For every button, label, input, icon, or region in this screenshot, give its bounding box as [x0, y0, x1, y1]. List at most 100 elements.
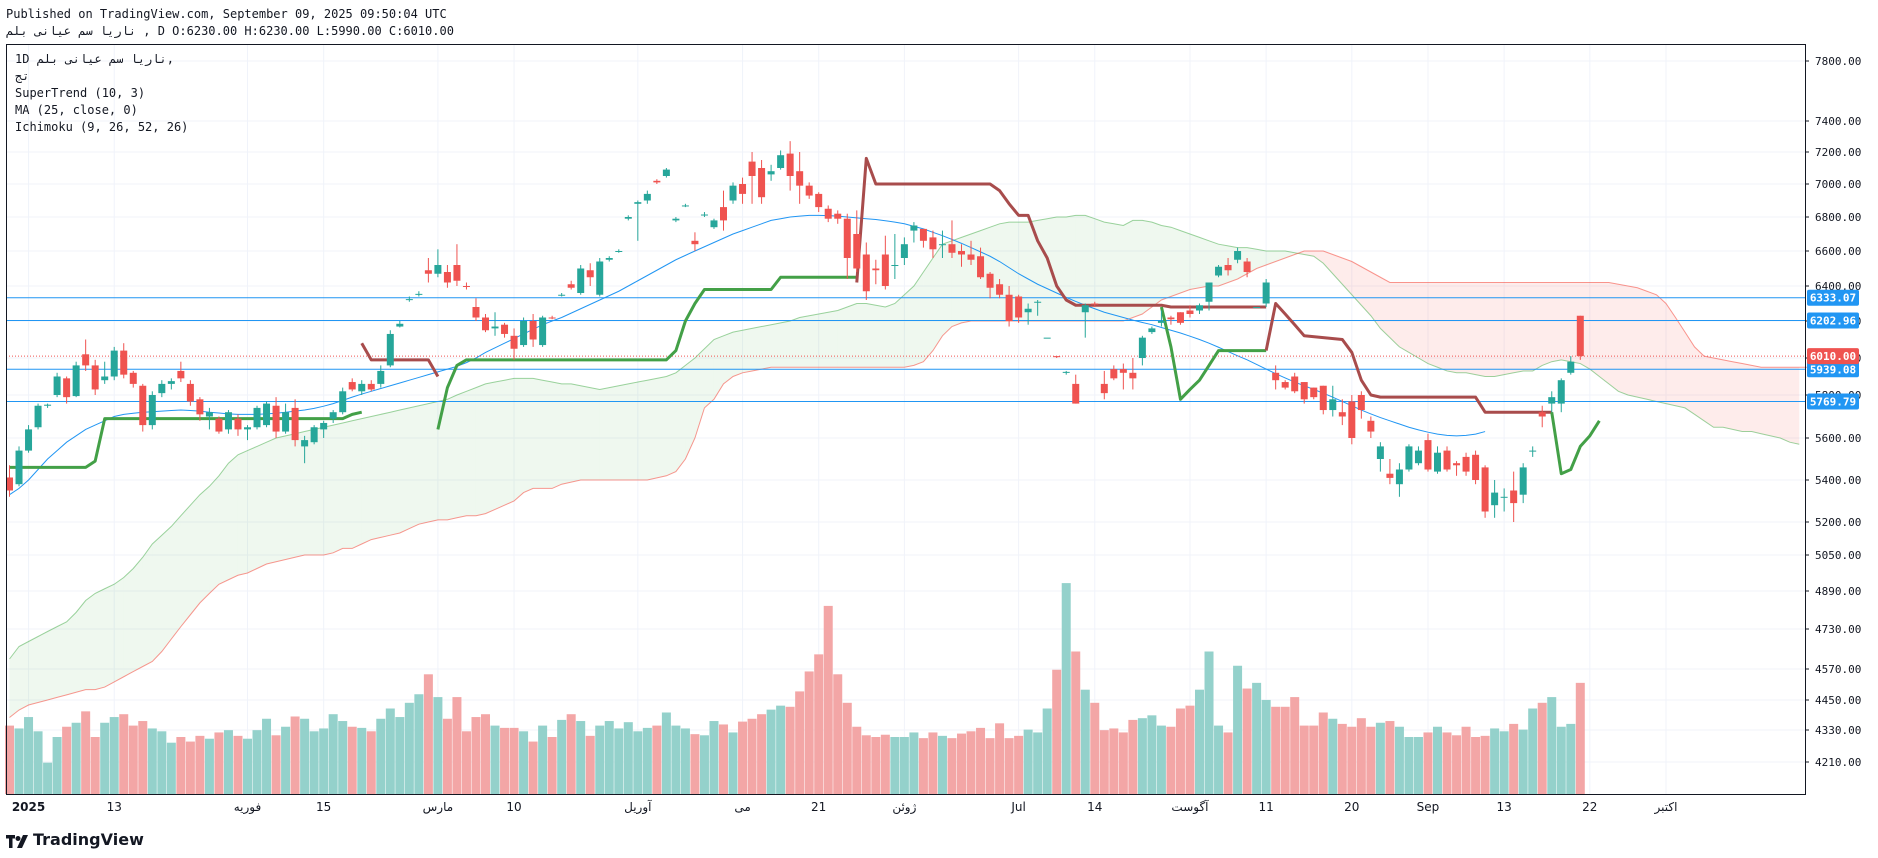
candle[interactable]: [1357, 391, 1365, 419]
candle[interactable]: [634, 200, 642, 241]
candle[interactable]: [1510, 471, 1518, 522]
candle[interactable]: [815, 192, 823, 213]
candle[interactable]: [396, 321, 404, 328]
candle[interactable]: [1434, 446, 1441, 474]
candle[interactable]: [1262, 279, 1270, 307]
candle[interactable]: [910, 222, 918, 243]
candle[interactable]: [1557, 378, 1565, 413]
candle[interactable]: [6, 465, 13, 497]
candle[interactable]: [729, 182, 737, 204]
candle[interactable]: [1062, 370, 1070, 375]
time-axis[interactable]: 2025 13 فوریه 15 مارس 10 آوریل می 21 ژوئن Jul 14 آگو…: [12, 799, 1678, 815]
candle[interactable]: [691, 232, 699, 251]
candle[interactable]: [796, 152, 804, 204]
candle[interactable]: [205, 407, 213, 430]
candle[interactable]: [129, 370, 137, 388]
candle[interactable]: [1129, 358, 1137, 390]
candle[interactable]: [1081, 303, 1089, 338]
candle[interactable]: [558, 293, 566, 297]
candle[interactable]: [424, 258, 432, 283]
candle[interactable]: [567, 280, 575, 290]
candle[interactable]: [1072, 374, 1080, 404]
candle[interactable]: [1548, 391, 1556, 413]
candle[interactable]: [110, 346, 118, 381]
candle[interactable]: [1405, 444, 1413, 472]
candle[interactable]: [1186, 305, 1194, 318]
candle[interactable]: [501, 322, 509, 338]
candle[interactable]: [1015, 294, 1023, 323]
candle[interactable]: [253, 405, 261, 430]
candle[interactable]: [1272, 365, 1280, 390]
candle[interactable]: [1157, 310, 1165, 327]
candle[interactable]: [605, 256, 613, 262]
candle[interactable]: [1100, 370, 1108, 400]
candle[interactable]: [777, 150, 785, 170]
candle[interactable]: [1234, 247, 1242, 264]
candle[interactable]: [1281, 380, 1289, 390]
candle[interactable]: [196, 397, 204, 421]
candle[interactable]: [653, 179, 661, 184]
candle[interactable]: [977, 247, 985, 279]
candle[interactable]: [1196, 303, 1203, 315]
candle[interactable]: [1119, 363, 1127, 390]
candle[interactable]: [967, 240, 975, 265]
candle[interactable]: [596, 258, 604, 297]
candle[interactable]: [577, 265, 585, 295]
candle[interactable]: [1310, 387, 1318, 400]
candle[interactable]: [824, 205, 832, 223]
candle[interactable]: [1567, 356, 1575, 375]
candle[interactable]: [491, 312, 499, 336]
candle[interactable]: [881, 235, 889, 290]
candle[interactable]: [1215, 265, 1223, 278]
legend-ma[interactable]: MA (25, close, 0): [15, 103, 138, 117]
candle[interactable]: [1529, 446, 1537, 457]
candle[interactable]: [529, 314, 537, 347]
candle[interactable]: [415, 291, 423, 297]
candle[interactable]: [948, 220, 956, 258]
legend-symbol[interactable]: 1D ناریا سم عیانی بلم,: [15, 52, 174, 66]
candle[interactable]: [34, 403, 42, 430]
candle[interactable]: [405, 296, 413, 302]
candle[interactable]: [996, 279, 1004, 299]
candle[interactable]: [244, 425, 251, 441]
candle[interactable]: [1253, 307, 1261, 308]
candle[interactable]: [320, 420, 328, 438]
candle[interactable]: [263, 401, 271, 428]
candle[interactable]: [700, 212, 708, 217]
candle[interactable]: [748, 152, 756, 204]
candle[interactable]: [482, 314, 489, 333]
candle[interactable]: [805, 182, 813, 199]
candle[interactable]: [615, 249, 623, 253]
legend-supertrend[interactable]: SuperTrend (10, 3): [15, 86, 146, 100]
candle[interactable]: [434, 249, 442, 278]
candle[interactable]: [234, 414, 242, 436]
candle[interactable]: [1367, 416, 1375, 439]
candle[interactable]: [186, 380, 194, 406]
candle[interactable]: [739, 177, 747, 204]
candle[interactable]: [1053, 356, 1061, 358]
candle[interactable]: [82, 339, 90, 371]
candle[interactable]: [1005, 286, 1013, 327]
candle[interactable]: [367, 380, 375, 392]
candle[interactable]: [44, 403, 52, 408]
candle[interactable]: [786, 141, 794, 191]
candle[interactable]: [929, 230, 937, 258]
candle[interactable]: [548, 315, 556, 320]
candle[interactable]: [358, 380, 366, 395]
candle[interactable]: [63, 376, 71, 404]
candle[interactable]: [872, 259, 880, 285]
candle[interactable]: [681, 203, 689, 208]
candle[interactable]: [1414, 446, 1422, 466]
candle[interactable]: [1091, 301, 1099, 307]
price-axis[interactable]: 7800.00 7400.00 7200.00 7000.00 6800.00 6600.…: [1805, 55, 1861, 769]
candle[interactable]: [348, 378, 356, 392]
candle[interactable]: [1424, 433, 1432, 472]
candle[interactable]: [1176, 312, 1184, 325]
candle[interactable]: [662, 168, 670, 178]
candle[interactable]: [301, 435, 309, 464]
candle[interactable]: [1348, 395, 1356, 445]
candle[interactable]: [900, 237, 908, 265]
candle[interactable]: [853, 210, 861, 272]
candle[interactable]: [1167, 315, 1175, 325]
candle[interactable]: [1110, 365, 1118, 381]
